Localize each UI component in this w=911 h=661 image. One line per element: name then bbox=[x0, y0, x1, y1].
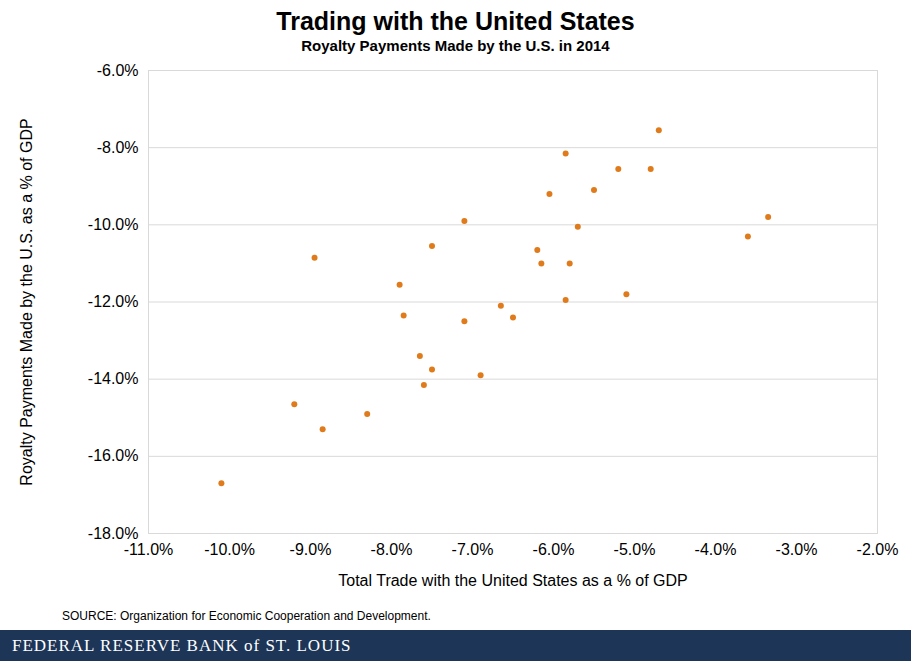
html-text:FEDERAL RESERVE BANK of ST. LO: FEDERAL RESERVE BANK of ST. LOUIS bbox=[12, 636, 352, 655]
svg-text:-6.0%: -6.0% bbox=[97, 62, 139, 79]
html-text:Trading with the United States: Trading with the United States bbox=[276, 7, 635, 35]
svg-text:-2.0%: -2.0% bbox=[857, 541, 899, 558]
svg-text:-8.0%: -8.0% bbox=[371, 541, 413, 558]
svg-text:-11.0%: -11.0% bbox=[124, 541, 174, 558]
svg-text:Total Trade with the United St: Total Trade with the United States as a … bbox=[338, 572, 688, 589]
svg-text:-6.0%: -6.0% bbox=[533, 541, 575, 558]
html-text:Royalty Payments Made by the U: Royalty Payments Made by the U.S. in 201… bbox=[301, 37, 610, 54]
html-text:SOURCE: Organization for Econo: SOURCE: Organization for Economic Cooper… bbox=[62, 609, 431, 623]
svg-text:-9.0%: -9.0% bbox=[290, 541, 332, 558]
svg-text:-10.0%: -10.0% bbox=[88, 216, 139, 233]
svg-text:-8.0%: -8.0% bbox=[97, 139, 139, 156]
svg-text:-5.0%: -5.0% bbox=[614, 541, 656, 558]
svg-text:-7.0%: -7.0% bbox=[452, 541, 494, 558]
svg-text:-10.0%: -10.0% bbox=[204, 541, 255, 558]
svg-text:-18.0%: -18.0% bbox=[88, 525, 139, 542]
svg-text:-3.0%: -3.0% bbox=[776, 541, 818, 558]
svg-text:-12.0%: -12.0% bbox=[88, 293, 139, 310]
svg-text:-4.0%: -4.0% bbox=[695, 541, 737, 558]
svg-text:-14.0%: -14.0% bbox=[88, 370, 139, 387]
svg-text:-16.0%: -16.0% bbox=[88, 447, 139, 464]
svg-text:Royalty Payments Made by the U: Royalty Payments Made by the U.S. as a %… bbox=[18, 118, 35, 485]
